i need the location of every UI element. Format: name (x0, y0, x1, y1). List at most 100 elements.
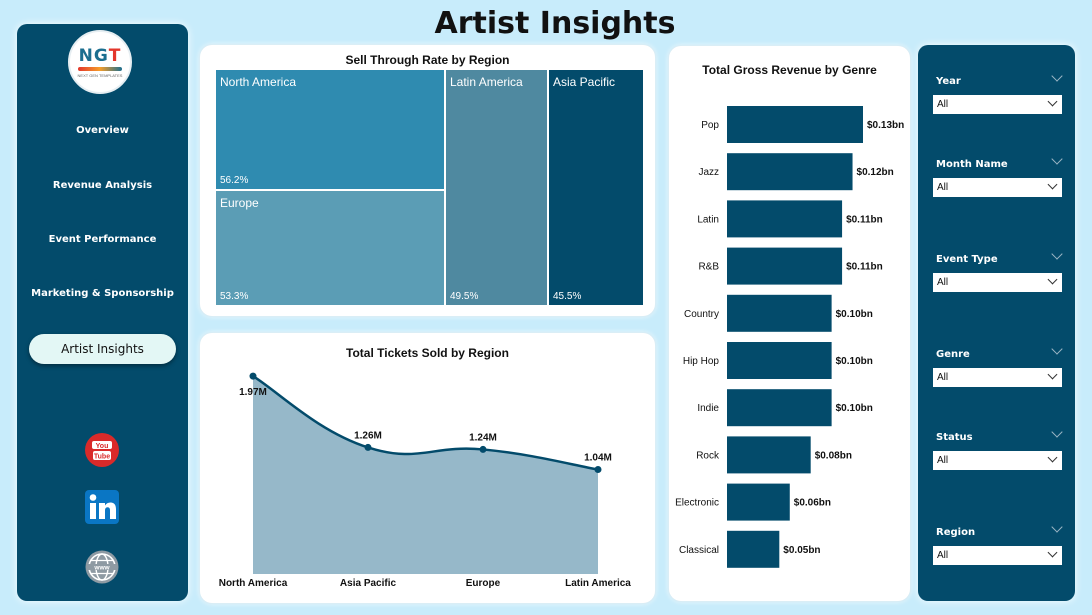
logo: NGT NEXT GEN TEMPLATES (68, 30, 132, 94)
treemap-cell-europe[interactable]: Europe 53.3% (216, 191, 444, 305)
x-tick-label: North America (219, 578, 288, 589)
y-tick-label: Jazz (698, 167, 719, 178)
logo-tagline: NEXT GEN TEMPLATES (77, 73, 123, 78)
linkedin-icon[interactable] (84, 489, 120, 525)
slicer-dropdown-region[interactable]: All (933, 546, 1062, 565)
bar-electronic[interactable] (727, 483, 790, 521)
data-label: 1.26M (354, 430, 382, 441)
svg-text:You: You (96, 443, 109, 450)
data-label: 1.97M (239, 387, 267, 398)
chevron-down-icon[interactable] (1051, 248, 1063, 260)
data-label: $0.10bn (836, 356, 873, 367)
sell-through-title: Sell Through Rate by Region (345, 53, 510, 67)
x-tick-label: Asia Pacific (340, 578, 397, 589)
slicer-panel: Year All Month Name All Event Type All Genre Al… (918, 45, 1075, 601)
data-label: $0.05bn (783, 545, 820, 556)
slicer-value: All (937, 182, 949, 193)
bar-country[interactable] (727, 294, 832, 332)
bar-indie[interactable] (727, 389, 832, 427)
data-point-asia-pacific[interactable] (364, 443, 372, 451)
slicer-label-event-type: Event Type (936, 254, 998, 265)
series-line (252, 375, 599, 471)
youtube-icon[interactable]: You Tube (84, 432, 120, 468)
data-label: $0.10bn (836, 309, 873, 320)
y-tick-label: Classical (679, 545, 719, 556)
globe-icon[interactable]: www (84, 549, 120, 585)
slicer-value: All (937, 550, 949, 561)
chevron-down-icon[interactable] (1051, 70, 1063, 82)
nav-item-event-performance[interactable]: Event Performance (48, 234, 157, 245)
nav-item-overview[interactable]: Overview (76, 125, 129, 136)
y-tick-label: Indie (697, 403, 719, 414)
y-tick-label: R&B (698, 262, 719, 273)
y-tick-label: Rock (696, 450, 720, 461)
slicer-value: All (937, 277, 949, 288)
data-label: $0.13bn (867, 120, 904, 131)
y-tick-label: Electronic (675, 498, 719, 509)
data-label: $0.08bn (815, 450, 852, 461)
bar-rock[interactable] (727, 436, 811, 474)
area-fill (253, 376, 598, 574)
treemap-value: 56.2% (220, 175, 249, 186)
chevron-down-icon (1047, 452, 1058, 463)
slicer-label-month-name: Month Name (936, 159, 1008, 170)
sell-through-card: Sell Through Rate by Region North Americ… (200, 45, 655, 316)
treemap-value: 49.5% (450, 291, 479, 302)
treemap-label: North America (220, 75, 297, 89)
treemap-label: Asia Pacific (553, 75, 616, 89)
tickets-card: Total Tickets Sold by Region 1.97M North … (200, 333, 655, 603)
logo-mark: NGT (78, 46, 122, 66)
data-label: $0.11bn (846, 262, 883, 273)
chevron-down-icon (1047, 179, 1058, 190)
page-title: Artist Insights (434, 6, 676, 41)
tickets-area-chart: 1.97M North America 1.26M Asia Pacific 1.24M… (219, 372, 631, 589)
chevron-down-icon (1047, 369, 1058, 380)
slicer-value: All (937, 455, 949, 466)
slicer-label-status: Status (936, 432, 973, 443)
data-label: $0.06bn (794, 498, 831, 509)
treemap-label: Europe (220, 196, 259, 210)
revenue-bar-chart: Pop $0.13bn Jazz $0.12bn Latin $0.11bn R&B $0.1… (675, 106, 904, 568)
chevron-down-icon[interactable] (1051, 426, 1063, 438)
bar-latin[interactable] (727, 200, 843, 238)
data-label: 1.04M (584, 453, 612, 464)
bar-r-b[interactable] (727, 247, 843, 285)
treemap-label: Latin America (450, 75, 523, 89)
data-label: $0.12bn (857, 167, 894, 178)
slicer-dropdown-month-name[interactable]: All (933, 178, 1062, 197)
slicer-dropdown-event-type[interactable]: All (933, 273, 1062, 292)
slicer-value: All (937, 372, 949, 383)
slicer-dropdown-year[interactable]: All (933, 95, 1062, 114)
chevron-down-icon[interactable] (1051, 153, 1063, 165)
revenue-card: Total Gross Revenue by Genre Pop $0.13bn J… (669, 46, 910, 601)
revenue-title: Total Gross Revenue by Genre (702, 63, 877, 77)
treemap-cell-latin-america[interactable]: Latin America 49.5% (446, 70, 547, 305)
svg-text:Tube: Tube (94, 454, 110, 461)
bar-jazz[interactable] (727, 153, 853, 191)
data-point-north-america[interactable] (249, 372, 257, 380)
treemap-cell-north-america[interactable]: North America 56.2% (216, 70, 444, 189)
data-point-europe[interactable] (479, 445, 487, 453)
treemap-value: 45.5% (553, 291, 582, 302)
slicer-label-genre: Genre (936, 349, 970, 360)
bar-classical[interactable] (727, 530, 780, 568)
nav-item-revenue-analysis[interactable]: Revenue Analysis (52, 180, 153, 191)
treemap-cell-asia-pacific[interactable]: Asia Pacific 45.5% (549, 70, 643, 305)
slicer-label-region: Region (936, 527, 976, 538)
chevron-down-icon[interactable] (1051, 521, 1063, 533)
chevron-down-icon[interactable] (1051, 343, 1063, 355)
bar-hip-hop[interactable] (727, 342, 832, 379)
data-point-latin-america[interactable] (594, 466, 602, 474)
nav-item-marketing-sponsorship[interactable]: Marketing & Sponsorship (31, 288, 174, 299)
x-tick-label: Europe (466, 578, 501, 589)
slicer-dropdown-genre[interactable]: All (933, 368, 1062, 387)
nav-item-artist-insights[interactable]: Artist Insights (29, 334, 176, 364)
y-tick-label: Hip Hop (683, 356, 720, 367)
treemap-value: 53.3% (220, 291, 249, 302)
data-label: $0.10bn (836, 403, 873, 414)
bar-pop[interactable] (727, 106, 863, 143)
chevron-down-icon (1047, 547, 1058, 558)
slicer-dropdown-status[interactable]: All (933, 451, 1062, 470)
slicer-value: All (937, 99, 949, 110)
tickets-title: Total Tickets Sold by Region (346, 346, 509, 360)
